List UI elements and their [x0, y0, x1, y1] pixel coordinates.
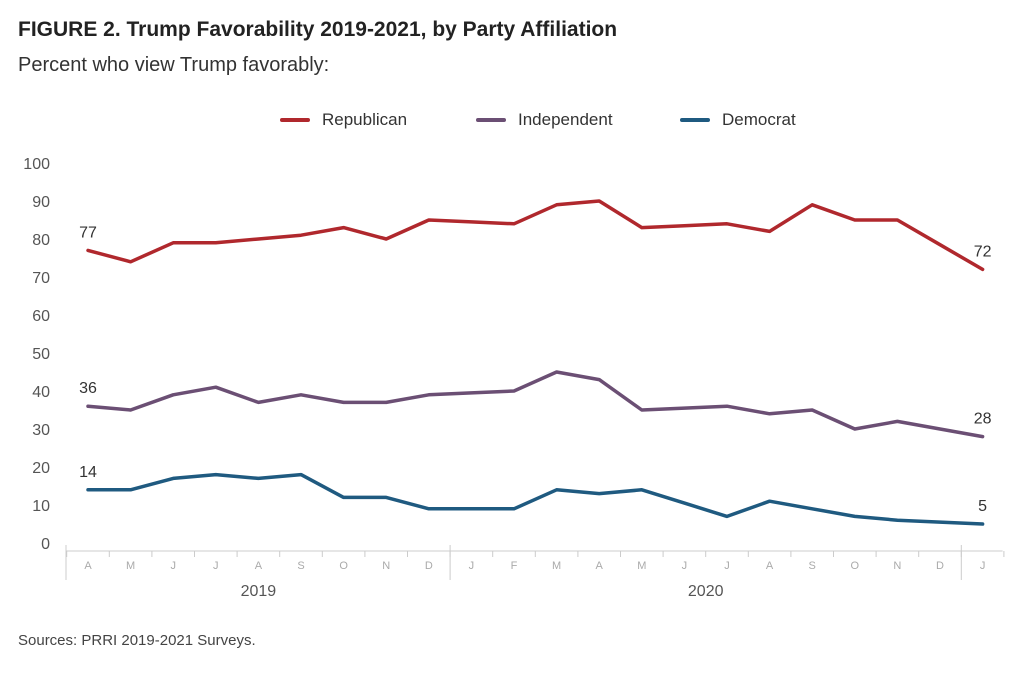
legend-swatch-independent — [476, 118, 506, 122]
data-label: 14 — [79, 464, 97, 481]
y-tick-label: 10 — [32, 498, 50, 515]
series-line-independent — [86, 370, 985, 439]
source-note: Sources: PRRI 2019-2021 Surveys. — [18, 632, 256, 649]
legend-item-republican: Republican — [280, 110, 407, 130]
y-tick-label: 100 — [23, 156, 50, 173]
x-tick-label: D — [936, 560, 944, 572]
x-group-label: 2019 — [241, 583, 277, 600]
x-tick-label: S — [297, 560, 304, 572]
chart-title: FIGURE 2. Trump Favorability 2019-2021, … — [18, 18, 618, 41]
y-tick-label: 80 — [32, 232, 50, 249]
x-tick-label: A — [255, 560, 263, 572]
data-label: 5 — [978, 498, 987, 515]
data-label: 77 — [79, 224, 97, 241]
x-tick-label: N — [893, 560, 901, 572]
y-tick-label: 20 — [32, 460, 50, 477]
y-tick-label: 40 — [32, 384, 50, 401]
chart-legend: Republican Independent Democrat — [0, 110, 1024, 134]
legend-item-democrat: Democrat — [680, 110, 796, 130]
y-tick-label: 30 — [32, 422, 50, 439]
x-group-label: 2020 — [688, 583, 724, 600]
y-tick-label: 0 — [41, 536, 50, 553]
x-tick-label: A — [84, 560, 92, 572]
series-line-republican — [86, 199, 985, 272]
x-tick-label: J — [170, 560, 176, 572]
x-tick-label: M — [637, 560, 646, 572]
y-tick-label: 90 — [32, 194, 50, 211]
x-tick-label: A — [766, 560, 774, 572]
data-label: 36 — [79, 380, 97, 397]
chart-subtitle: Percent who view Trump favorably: — [18, 54, 330, 76]
x-tick-label: J — [469, 560, 475, 572]
x-tick-label: A — [596, 560, 604, 572]
series-line-democrat — [86, 472, 985, 526]
legend-label-independent: Independent — [518, 110, 613, 129]
x-tick-label: J — [724, 560, 730, 572]
legend-item-independent: Independent — [476, 110, 613, 130]
x-tick-label: N — [382, 560, 390, 572]
legend-label-democrat: Democrat — [722, 110, 796, 129]
x-tick-label: M — [552, 560, 561, 572]
legend-swatch-republican — [280, 118, 310, 122]
y-tick-label: 60 — [32, 308, 50, 325]
data-label: 72 — [974, 243, 992, 260]
x-tick-label: J — [980, 560, 986, 572]
x-tick-label: F — [511, 560, 518, 572]
x-tick-label: J — [213, 560, 219, 572]
x-tick-label: O — [339, 560, 348, 572]
data-label: 28 — [974, 411, 992, 428]
x-tick-label: O — [851, 560, 860, 572]
legend-swatch-democrat — [680, 118, 710, 122]
x-tick-label: S — [809, 560, 816, 572]
x-tick-label: M — [126, 560, 135, 572]
x-tick-label: J — [682, 560, 688, 572]
legend-label-republican: Republican — [322, 110, 408, 129]
y-tick-label: 50 — [32, 346, 50, 363]
y-tick-label: 70 — [32, 270, 50, 287]
x-tick-label: D — [425, 560, 433, 572]
